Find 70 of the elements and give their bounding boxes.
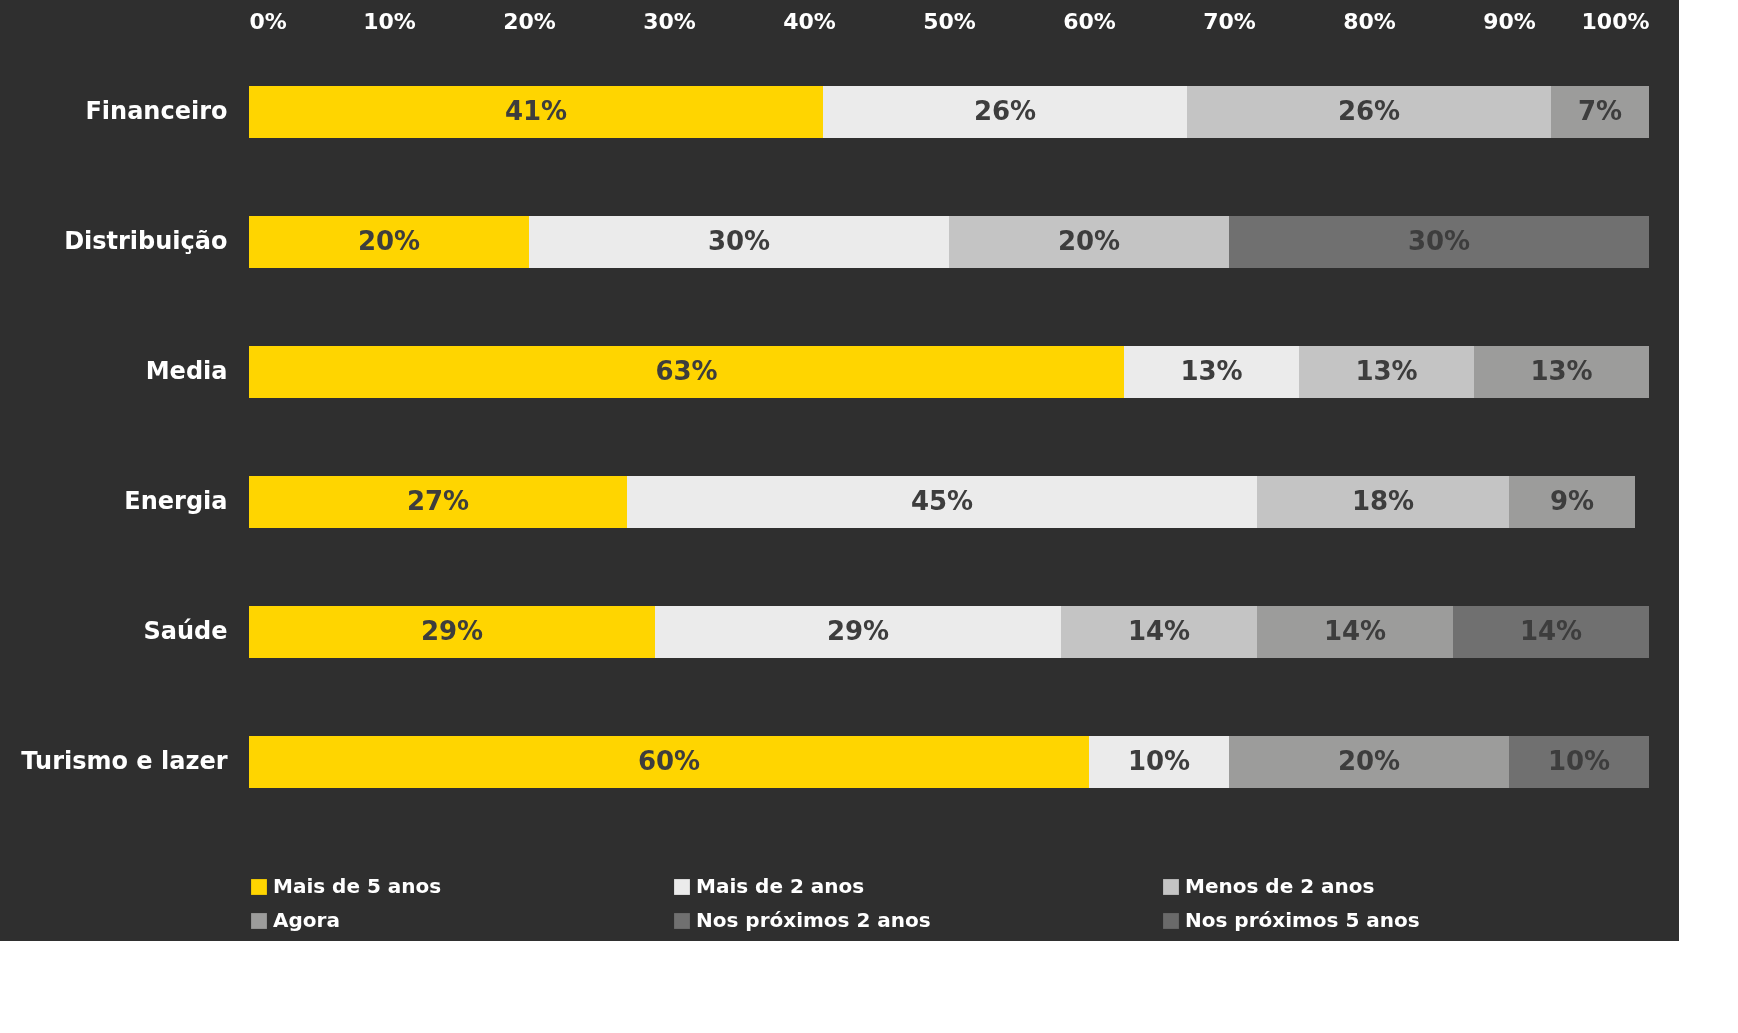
legend-label: Mais de 2 anos: [696, 874, 865, 898]
bar: [1509, 736, 1649, 788]
bar: [249, 216, 529, 268]
y-tick-label: Financeiro: [85, 97, 228, 125]
data-label: 18%: [1351, 486, 1415, 516]
bar: [1257, 476, 1509, 528]
y-tick-label: Media: [145, 357, 228, 385]
legend-label: Agora: [273, 908, 340, 932]
y-tick-label: Saúde: [143, 617, 228, 645]
bar: [627, 476, 1257, 528]
bar: [949, 216, 1229, 268]
data-label: 26%: [973, 96, 1037, 126]
bar: [529, 216, 949, 268]
data-label: 63%: [655, 356, 718, 386]
data-label: 13%: [1180, 356, 1243, 386]
bar: [249, 86, 823, 138]
x-tick-label: 80%: [1343, 8, 1396, 34]
x-tick-label: 20%: [503, 8, 556, 34]
data-label: 20%: [1337, 746, 1401, 776]
bar: [655, 606, 1061, 658]
legend-label: Mais de 5 anos: [273, 874, 442, 898]
data-label: 14%: [1323, 616, 1387, 646]
legend-label: Nos próximos 5 anos: [1185, 908, 1420, 932]
x-tick-label: 40%: [783, 8, 836, 34]
bar: [1124, 346, 1299, 398]
bar: [1474, 346, 1649, 398]
legend-label: Nos próximos 2 anos: [696, 908, 931, 932]
x-tick-label: 0%: [249, 8, 287, 34]
bar: [249, 606, 655, 658]
data-label: 60%: [637, 746, 701, 776]
bar: [249, 476, 627, 528]
data-label: 26%: [1337, 96, 1401, 126]
x-tick-label: 90%: [1483, 8, 1536, 34]
y-tick-label: Distribuição: [64, 227, 228, 255]
data-label: 10%: [1127, 746, 1191, 776]
data-label: 41%: [504, 96, 568, 126]
x-tick-label: 70%: [1203, 8, 1256, 34]
bar: [1187, 86, 1551, 138]
data-label: 13%: [1355, 356, 1418, 386]
x-tick-label: 30%: [643, 8, 696, 34]
bar: [1061, 606, 1257, 658]
bar: [1257, 606, 1453, 658]
legend-label: Menos de 2 anos: [1185, 874, 1375, 898]
x-tick-label: 100%: [1581, 8, 1650, 34]
data-label: 29%: [826, 616, 890, 646]
x-tick-label: 60%: [1063, 8, 1116, 34]
bar: [1089, 736, 1229, 788]
data-label: 7%: [1577, 96, 1623, 126]
bar: [823, 86, 1187, 138]
data-label: 45%: [910, 486, 974, 516]
data-label: 9%: [1549, 486, 1595, 516]
y-tick-label: Turismo e lazer: [21, 747, 228, 775]
bar: [1551, 86, 1649, 138]
bar: [1229, 216, 1649, 268]
data-label: 20%: [1057, 226, 1121, 256]
data-label: 14%: [1127, 616, 1191, 646]
data-label: 13%: [1530, 356, 1593, 386]
bar: [1453, 606, 1649, 658]
bar: [1509, 476, 1635, 528]
bar: [1299, 346, 1474, 398]
data-label: 20%: [357, 226, 421, 256]
data-label: 27%: [406, 486, 470, 516]
x-tick-label: 10%: [363, 8, 416, 34]
x-tick-label: 50%: [923, 8, 976, 34]
data-label: 30%: [707, 226, 771, 256]
bar: [1229, 736, 1509, 788]
bar: [249, 736, 1089, 788]
bar: [249, 346, 1124, 398]
data-label: 29%: [420, 616, 484, 646]
y-tick-label: Energia: [124, 487, 228, 515]
